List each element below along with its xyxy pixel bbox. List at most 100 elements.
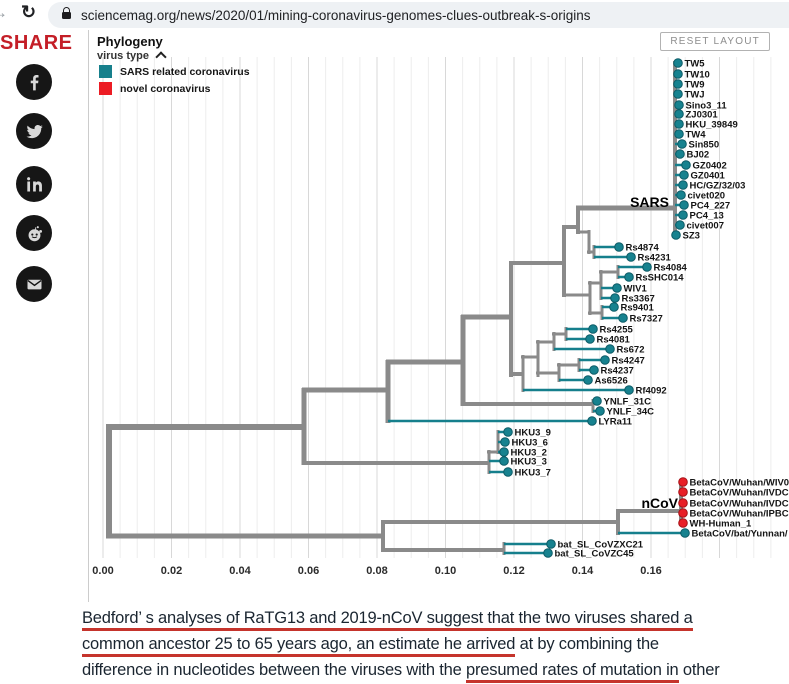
taxon-label: ZJ0301 <box>686 109 719 120</box>
taxon-node[interactable] <box>626 252 636 262</box>
taxon-node[interactable] <box>680 528 690 538</box>
share-linkedin-button[interactable] <box>16 166 52 202</box>
email-icon <box>27 279 41 289</box>
taxon-label: TW4 <box>686 129 707 140</box>
caption-underlined-text: Bedford’ s analyses of RaTG13 and 2019-n… <box>82 609 693 631</box>
taxon-node[interactable] <box>585 334 595 344</box>
taxon-node[interactable] <box>618 313 628 323</box>
taxon-label: HKU3_7 <box>515 467 551 478</box>
taxon-label: bat_SL_CoVZC45 <box>555 548 635 559</box>
taxon-node[interactable] <box>499 456 509 466</box>
taxon-label: TW9 <box>685 79 705 90</box>
caption-line: difference in nucleotides between the vi… <box>82 658 787 683</box>
x-axis-tick: 0.02 <box>161 565 182 577</box>
share-facebook-button[interactable] <box>16 64 52 100</box>
taxon-label: Rs4247 <box>612 355 645 366</box>
taxon-node[interactable] <box>500 437 510 447</box>
taxon-label: BetaCoV/Wuhan/WIV0 <box>690 477 789 488</box>
reload-icon[interactable]: ↻ <box>21 2 37 22</box>
url-text[interactable]: sciencemag.org/news/2020/01/mining-coron… <box>81 7 591 23</box>
taxon-label: Rs4081 <box>597 334 631 345</box>
phylogeny-widget: Phylogeny virus type SARS related corona… <box>88 30 789 602</box>
taxon-node[interactable] <box>589 365 599 375</box>
x-axis-tick: 0.04 <box>229 565 251 577</box>
legend-label: SARS related coronavirus <box>120 65 250 78</box>
taxon-label: Rs4237 <box>601 365 634 376</box>
chevron-up-icon <box>155 51 167 63</box>
taxon-node[interactable] <box>675 220 685 230</box>
taxon-node[interactable] <box>676 190 686 200</box>
taxon-label: Rs4084 <box>654 262 688 273</box>
legend-item: novel coronavirus <box>99 80 250 97</box>
share-reddit-button[interactable] <box>16 215 52 251</box>
taxon-node[interactable] <box>592 396 602 406</box>
taxon-node[interactable] <box>674 109 684 119</box>
lock-icon[interactable] <box>62 6 71 19</box>
taxon-node[interactable] <box>543 548 553 558</box>
taxon-node[interactable] <box>614 242 624 252</box>
legend-swatch <box>99 82 112 95</box>
taxon-node[interactable] <box>678 180 688 190</box>
taxon-label: Rs7327 <box>630 313 663 324</box>
taxon-node[interactable] <box>503 467 513 477</box>
virus-type-dropdown[interactable]: virus type <box>97 50 167 63</box>
taxon-label: GZ0401 <box>691 170 726 181</box>
taxon-node[interactable] <box>595 406 605 416</box>
url-bar[interactable]: sciencemag.org/news/2020/01/mining-coron… <box>48 2 789 28</box>
linkedin-icon <box>26 176 42 191</box>
taxon-node[interactable] <box>612 283 622 293</box>
x-axis-tick: 0.10 <box>435 565 456 577</box>
taxon-node[interactable] <box>499 447 509 457</box>
taxon-node[interactable] <box>624 272 634 282</box>
taxon-node[interactable] <box>673 58 683 68</box>
taxon-node[interactable] <box>679 200 689 210</box>
taxon-node[interactable] <box>642 262 652 272</box>
taxon-node[interactable] <box>624 385 634 395</box>
taxon-node[interactable] <box>678 477 688 487</box>
taxon-node[interactable] <box>673 79 683 89</box>
taxon-node[interactable] <box>677 139 687 149</box>
taxon-label: Rs9401 <box>621 302 655 313</box>
taxon-label: TWJ <box>685 89 705 100</box>
taxon-node[interactable] <box>588 324 598 334</box>
taxon-node[interactable] <box>609 302 619 312</box>
taxon-node[interactable] <box>678 508 688 518</box>
taxon-node[interactable] <box>587 416 597 426</box>
taxon-node[interactable] <box>503 427 513 437</box>
taxon-label: Rs4255 <box>600 324 634 335</box>
share-email-button[interactable] <box>16 266 52 302</box>
taxon-node[interactable] <box>673 69 683 79</box>
taxon-node[interactable] <box>675 149 685 159</box>
taxon-node[interactable] <box>583 375 593 385</box>
taxon-node[interactable] <box>681 160 691 170</box>
taxon-node[interactable] <box>678 210 688 220</box>
taxon-label: bat_SL_CoVZXC21 <box>558 539 644 550</box>
taxon-node[interactable] <box>678 498 688 508</box>
forward-arrow-icon[interactable]: → <box>0 3 8 23</box>
taxon-node[interactable] <box>674 100 684 110</box>
taxon-node[interactable] <box>674 129 684 139</box>
twitter-icon <box>26 124 43 138</box>
virus-type-label: virus type <box>97 50 149 62</box>
phylogeny-canvas[interactable]: TW5TW10TW9TWJSino3_11ZJ0301HKU_39849TW4S… <box>89 30 789 602</box>
reset-layout-button[interactable]: RESET LAYOUT <box>660 32 770 51</box>
taxon-node[interactable] <box>674 119 684 129</box>
taxon-node[interactable] <box>600 355 610 365</box>
taxon-label: Rs4874 <box>626 242 660 253</box>
x-axis-tick: 0.08 <box>366 565 387 577</box>
taxon-node[interactable] <box>679 170 689 180</box>
taxon-node[interactable] <box>610 293 620 303</box>
taxon-node[interactable] <box>546 539 556 549</box>
taxon-label: TW10 <box>685 69 710 80</box>
taxon-label: YNLF_31C <box>604 396 652 407</box>
taxon-node[interactable] <box>678 518 688 528</box>
legend: SARS related coronavirus novel coronaviru… <box>99 63 250 97</box>
taxon-node[interactable] <box>605 344 615 354</box>
taxon-node[interactable] <box>673 89 683 99</box>
taxon-node[interactable] <box>678 487 688 497</box>
taxon-node[interactable] <box>671 230 681 240</box>
caption-text: at by combining the <box>515 635 659 653</box>
taxon-label: WH-Human_1 <box>690 518 752 529</box>
share-twitter-button[interactable] <box>16 113 52 149</box>
